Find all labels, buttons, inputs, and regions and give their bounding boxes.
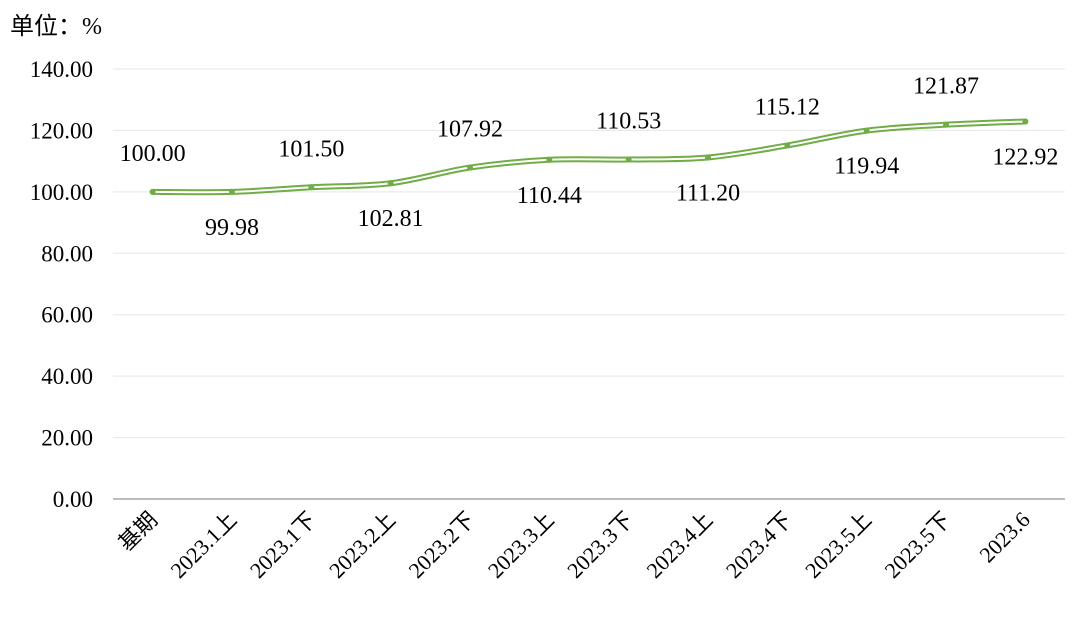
data-point xyxy=(705,154,711,161)
data-point xyxy=(784,142,791,149)
x-tick-label: 2023.3下 xyxy=(562,507,638,583)
y-tick-label: 0.00 xyxy=(53,487,93,512)
y-tick-label: 20.00 xyxy=(41,426,93,451)
x-tick-label: 2023.4下 xyxy=(721,507,797,583)
data-point xyxy=(546,156,553,163)
y-axis-ticks: 0.00 20.00 40.00 60.00 80.00 100.00 120.00 140.… xyxy=(30,57,93,512)
data-labels: 100.00 99.98 101.50 102.81 107.92 110.44 110.5… xyxy=(120,74,1059,241)
unit-label: 单位：% xyxy=(10,13,102,40)
y-tick-label: 60.00 xyxy=(41,303,93,328)
data-label: 99.98 xyxy=(205,215,259,241)
data-point xyxy=(229,188,235,195)
series-line-inner xyxy=(151,120,1027,194)
data-label: 110.44 xyxy=(517,183,582,209)
x-tick-label: 2023.1下 xyxy=(245,507,321,583)
x-tick-label: 2023.4上 xyxy=(642,507,718,583)
x-tick-label: 2023.2上 xyxy=(324,507,400,583)
data-label: 115.12 xyxy=(755,94,820,120)
y-tick-label: 80.00 xyxy=(41,241,93,266)
x-tick-label: 2023.1上 xyxy=(166,507,242,583)
grid-lines xyxy=(113,68,1065,500)
data-label: 119.94 xyxy=(834,154,899,180)
data-label: 100.00 xyxy=(120,141,186,167)
x-tick-label: 2023.6 xyxy=(974,507,1034,567)
data-label: 111.20 xyxy=(676,180,740,206)
data-point xyxy=(1022,118,1029,125)
x-axis-ticks: 基期 2023.1上 2023.1下 2023.2上 2023.2下 2023.3上 202… xyxy=(113,507,1034,583)
data-point xyxy=(625,156,632,163)
data-label: 110.53 xyxy=(596,109,661,135)
data-point xyxy=(308,184,315,191)
data-label: 102.81 xyxy=(358,206,424,232)
data-label: 122.92 xyxy=(992,144,1058,170)
y-tick-label: 120.00 xyxy=(30,118,93,143)
data-point xyxy=(149,188,156,195)
y-tick-label: 100.00 xyxy=(30,180,93,205)
data-points xyxy=(149,118,1029,195)
y-tick-label: 140.00 xyxy=(30,57,93,82)
x-tick-label: 2023.3上 xyxy=(483,507,559,583)
x-tick-label: 2023.5上 xyxy=(800,507,876,583)
data-point xyxy=(467,164,473,171)
data-label: 121.87 xyxy=(913,74,979,100)
data-label: 101.50 xyxy=(278,136,344,162)
data-point xyxy=(863,127,870,134)
y-tick-label: 40.00 xyxy=(41,364,93,389)
series-line xyxy=(149,118,1029,196)
data-point xyxy=(387,180,394,187)
x-tick-label: 2023.5下 xyxy=(880,507,956,583)
data-point xyxy=(943,121,949,128)
x-tick-label: 2023.2下 xyxy=(404,507,480,583)
x-tick-label: 基期 xyxy=(113,507,162,556)
data-label: 107.92 xyxy=(437,117,503,143)
